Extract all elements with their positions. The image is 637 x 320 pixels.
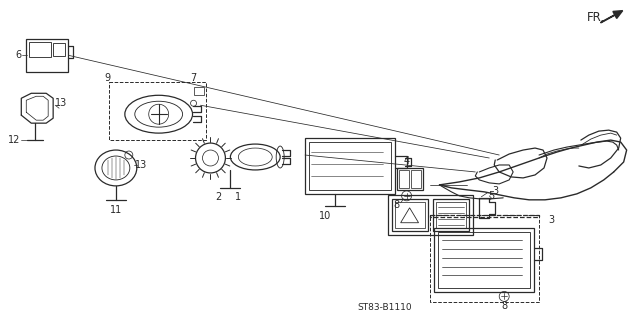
Bar bbox=[29, 42, 51, 58]
FancyArrow shape bbox=[601, 11, 623, 23]
Text: 11: 11 bbox=[110, 205, 122, 215]
Text: FR.: FR. bbox=[587, 11, 605, 24]
Text: 2: 2 bbox=[215, 192, 222, 202]
Text: 10: 10 bbox=[319, 211, 331, 221]
Text: 8: 8 bbox=[394, 200, 400, 210]
Bar bbox=[429, 215, 539, 302]
Text: 12: 12 bbox=[8, 135, 20, 145]
Bar bbox=[436, 202, 466, 228]
Text: 9: 9 bbox=[105, 73, 111, 83]
Text: 4: 4 bbox=[404, 156, 410, 166]
Text: 6: 6 bbox=[15, 51, 22, 60]
Text: 3: 3 bbox=[548, 215, 554, 225]
Bar bbox=[411, 170, 420, 188]
Bar bbox=[438, 232, 530, 288]
Text: 3: 3 bbox=[492, 186, 498, 196]
Text: 13: 13 bbox=[55, 98, 68, 108]
Bar bbox=[392, 199, 427, 231]
Bar bbox=[434, 199, 469, 231]
Text: ST83-B1110: ST83-B1110 bbox=[357, 303, 412, 312]
Bar bbox=[309, 142, 390, 190]
Bar bbox=[388, 195, 473, 235]
Text: 5: 5 bbox=[488, 191, 494, 201]
Text: 8: 8 bbox=[501, 301, 507, 311]
Bar bbox=[399, 170, 408, 188]
Bar bbox=[53, 43, 65, 56]
Bar bbox=[305, 138, 395, 194]
Bar bbox=[109, 82, 206, 140]
Text: 1: 1 bbox=[235, 192, 241, 202]
Bar bbox=[395, 202, 424, 228]
Bar bbox=[434, 228, 534, 292]
Bar bbox=[397, 168, 422, 190]
Bar bbox=[429, 215, 539, 217]
Bar bbox=[194, 87, 203, 95]
Text: 13: 13 bbox=[134, 160, 147, 170]
Bar bbox=[26, 38, 68, 72]
Text: 7: 7 bbox=[190, 73, 197, 83]
